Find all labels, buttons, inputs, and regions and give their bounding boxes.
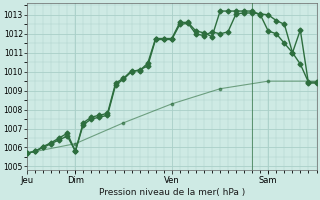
X-axis label: Pression niveau de la mer( hPa ): Pression niveau de la mer( hPa ) <box>99 188 245 197</box>
